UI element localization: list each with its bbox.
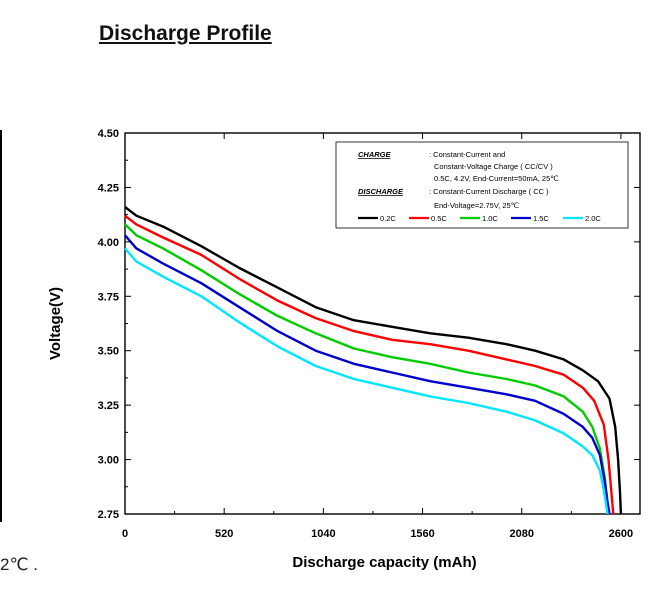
series-line-1-5C [124,234,611,515]
x-tick-label: 2080 [509,528,533,540]
y-tick-label: 2.75 [98,509,119,521]
y-tick-label: 3.50 [98,346,119,358]
y-tick-label: 3.75 [98,291,119,303]
x-tick-label: 1040 [311,528,335,540]
legend-charge-line3: 0.5C, 4.2V, End-Current=50mA, 25℃ [434,174,559,183]
series-line-1-0C [124,223,611,515]
y-tick-label: 4.50 [98,128,119,140]
x-tick-label: 1560 [410,528,434,540]
legend-discharge-key: DISCHARGE [358,187,404,196]
legend-box: CHARGE : Constant-Current and Constant-Vol… [335,141,629,229]
y-tick-label: 3.00 [98,455,119,467]
left-divider [0,130,2,522]
series-line-2-0C [124,247,609,515]
x-tick-label: 0 [122,528,128,540]
page-heading: Discharge Profile [99,22,272,45]
legend-border [335,141,629,229]
y-tick-label: 4.00 [98,237,119,249]
ticks-layer: 0 520 1040 1560 2080 2600 2.75 3.00 3.25 3.50 3.75… [98,128,640,540]
legend-entry-label: 0.2C [380,214,396,223]
x-axis-label: Discharge capacity (mAh) [292,554,476,571]
legend-entry-label: 2.0C [585,214,601,223]
series-line-0-5C [124,214,615,515]
legend-discharge-line1: : Constant-Current Discharge ( CC ) [429,187,549,196]
x-tick-label: 520 [215,528,233,540]
y-tick-label: 3.25 [98,400,119,412]
legend-charge-line2: Constant-Voltage Charge ( CC/CV ) [434,162,553,171]
legend-discharge-line2: End-Voltage=2.75V, 25℃ [434,201,520,210]
x-tick-label: 2600 [609,528,633,540]
legend-charge-line1: : Constant-Current and [429,150,505,159]
stray-note-text: 2℃ . [0,555,38,574]
legend-entry-label: 1.5C [533,214,549,223]
y-axis-label: Voltage(V) [47,287,64,360]
y-tick-label: 4.25 [98,182,119,194]
legend-entry-label: 1.0C [482,214,498,223]
series-line-0-2C [124,206,623,515]
series-layer [124,206,623,515]
legend-entry-label: 0.5C [431,214,447,223]
legend-charge-key: CHARGE [358,150,391,159]
